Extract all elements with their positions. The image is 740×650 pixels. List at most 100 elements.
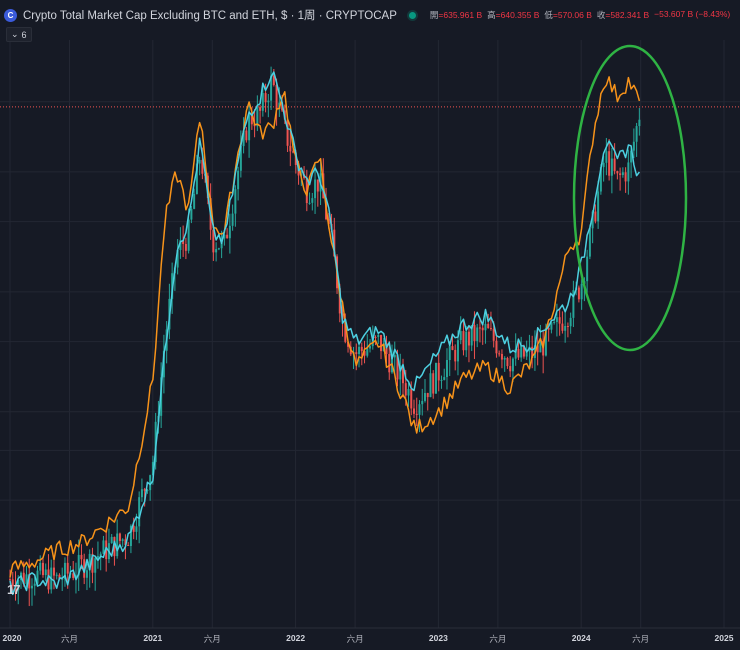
candle-body: [380, 334, 383, 352]
candle-body: [91, 553, 94, 573]
candle-body: [22, 572, 25, 585]
candle-body: [99, 553, 102, 556]
candle-body: [561, 323, 564, 331]
candle-body: [55, 574, 58, 576]
ohlc-item: −53.607 B (−8.43%): [654, 9, 730, 21]
candle-body: [393, 354, 396, 358]
candle-body: [355, 352, 358, 355]
candle-body: [36, 570, 39, 584]
candle-body: [608, 151, 611, 176]
ohlc-key: 開: [429, 10, 439, 20]
candle-body: [234, 189, 237, 214]
cryptocap-logo-icon: C: [4, 8, 17, 22]
candle-body: [198, 159, 201, 164]
candle-body: [80, 554, 83, 560]
candle-body: [267, 100, 270, 103]
candle-body: [338, 288, 341, 314]
candle-body: [121, 539, 124, 541]
candle-body: [511, 358, 514, 372]
annotation-ellipse[interactable]: [572, 44, 688, 352]
indicators-toggle-button[interactable]: ⌄ 6: [6, 27, 32, 42]
ohlc-item: 收=582.341 B: [597, 9, 649, 21]
candle-body: [619, 173, 622, 176]
candle-body: [118, 533, 121, 541]
candle-body: [212, 229, 215, 253]
candle-body: [437, 362, 440, 381]
candle-body: [223, 234, 226, 239]
ohlc-value: =582.341 B: [605, 10, 650, 20]
candle-body: [58, 574, 61, 580]
candle-body: [187, 219, 190, 251]
candle-body: [77, 554, 80, 576]
candle-body: [478, 327, 481, 329]
candle-body: [514, 349, 517, 359]
candle-body: [418, 404, 421, 415]
candle-body: [544, 328, 547, 356]
candle-body: [17, 580, 20, 591]
candle-body: [536, 345, 539, 353]
candle-body: [407, 388, 410, 396]
series-line-cyan: [9, 71, 640, 596]
candle-body: [594, 211, 597, 222]
candle-body: [195, 163, 198, 194]
ohlc-values: 開=635.961 B 高=640.355 B 低=570.06 B 收=582.34…: [430, 9, 730, 21]
candle-body: [292, 151, 295, 153]
candle-body: [616, 171, 619, 174]
candle-body: [525, 351, 528, 357]
candle-body: [445, 360, 448, 378]
candle-body: [270, 75, 273, 101]
candle-body: [289, 145, 292, 152]
candle-body: [492, 328, 495, 341]
candle-body: [179, 240, 182, 250]
x-tick-label: 六月: [632, 634, 650, 644]
candle-body: [294, 152, 297, 165]
candle-body: [429, 373, 432, 398]
candle-body: [564, 325, 567, 331]
candle-body: [550, 322, 553, 330]
candle-body: [237, 170, 240, 190]
candle-body: [347, 341, 350, 347]
candle-body: [553, 322, 556, 324]
candle-body: [127, 544, 130, 546]
candle-body: [193, 193, 196, 209]
candle-body: [231, 213, 234, 226]
candle-body: [74, 575, 77, 578]
x-tick-label: 2024: [571, 633, 591, 643]
candle-body: [314, 179, 317, 199]
candle-body: [66, 562, 69, 574]
candle-body: [635, 126, 638, 142]
candle-body: [366, 348, 369, 356]
candle-body: [443, 377, 446, 380]
candle-body: [360, 346, 363, 352]
series-lines: [9, 71, 641, 596]
candle-body: [522, 345, 525, 357]
candle-body: [451, 346, 454, 350]
x-tick-label: 六月: [346, 634, 364, 644]
candle-body: [421, 400, 424, 405]
candle-body: [256, 107, 259, 127]
market-status-icon[interactable]: [408, 11, 416, 19]
candle-body: [517, 349, 520, 358]
candle-body: [11, 579, 14, 586]
candle-body: [242, 130, 245, 147]
chart-header: C Crypto Total Market Cap Excluding BTC …: [4, 6, 730, 24]
candle-body: [96, 555, 99, 559]
candle-body: [369, 346, 372, 349]
candle-body: [531, 346, 534, 358]
tradingview-logo[interactable]: 17: [7, 582, 21, 597]
x-tick-label: 六月: [203, 634, 221, 644]
candle-body: [476, 327, 479, 342]
candle-body: [28, 574, 31, 589]
candle-body: [124, 539, 127, 545]
candle-body: [484, 323, 487, 331]
candle-body: [539, 341, 542, 353]
chart-title[interactable]: Crypto Total Market Cap Excluding BTC an…: [23, 10, 397, 22]
candle-body: [621, 172, 624, 176]
candle-body: [459, 331, 462, 341]
candle-body: [110, 536, 113, 544]
candle-body: [41, 562, 44, 576]
candle-body: [588, 228, 591, 257]
ohlc-value: =570.06 B: [552, 10, 592, 20]
x-tick-label: 2020: [2, 633, 22, 643]
